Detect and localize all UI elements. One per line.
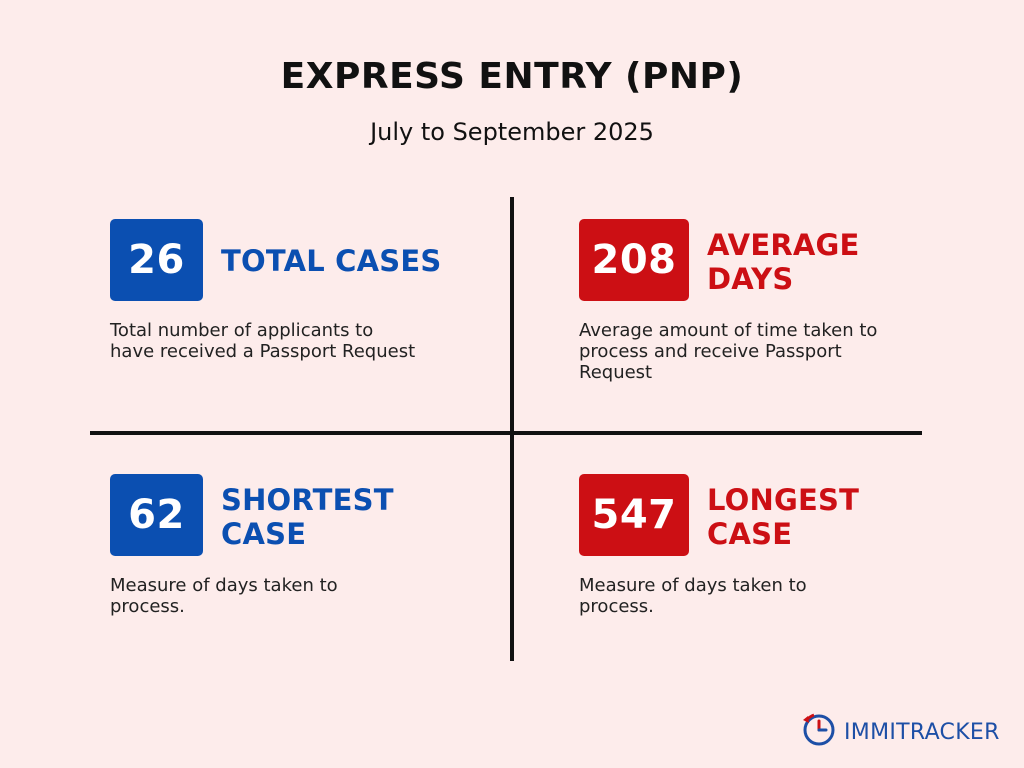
average-days-label-line1: AVERAGE (707, 228, 860, 262)
average-days-description: Average amount of time taken to process … (579, 320, 878, 383)
page-subtitle: July to September 2025 (370, 118, 654, 146)
shortest-case-value-badge: 62 (110, 474, 203, 556)
average-days-value-badge: 208 (579, 219, 689, 301)
clock-icon (800, 711, 838, 753)
longest-case-label-line1: LONGEST (707, 483, 860, 517)
logo-text: IMMITRACKER (844, 720, 1000, 745)
average-days-label: AVERAGE DAYS (707, 228, 860, 296)
shortest-case-label-line2: CASE (221, 517, 307, 551)
logo-text-tracker: TRACKER (896, 719, 1000, 745)
longest-case-label: LONGEST CASE (707, 483, 859, 551)
shortest-case-description: Measure of days taken to process. (110, 575, 338, 617)
average-days-label-line2: DAYS (707, 262, 794, 296)
horizontal-divider (90, 431, 922, 435)
longest-case-description: Measure of days taken to process. (579, 575, 807, 617)
logo-text-immi: IMMI (844, 719, 897, 745)
total-cases-description: Total number of applicants to have recei… (110, 320, 416, 362)
total-cases-value-badge: 26 (110, 219, 203, 301)
shortest-case-label-line1: SHORTEST (221, 483, 394, 517)
shortest-case-label: SHORTEST CASE (221, 483, 394, 551)
vertical-divider (510, 197, 514, 661)
longest-case-value-badge: 547 (579, 474, 689, 556)
total-cases-label: TOTAL CASES (221, 244, 442, 278)
longest-case-label-line2: CASE (707, 517, 793, 551)
immitracker-logo: IMMITRACKER (800, 712, 1000, 752)
page-title: EXPRESS ENTRY (PNP) (280, 56, 744, 97)
